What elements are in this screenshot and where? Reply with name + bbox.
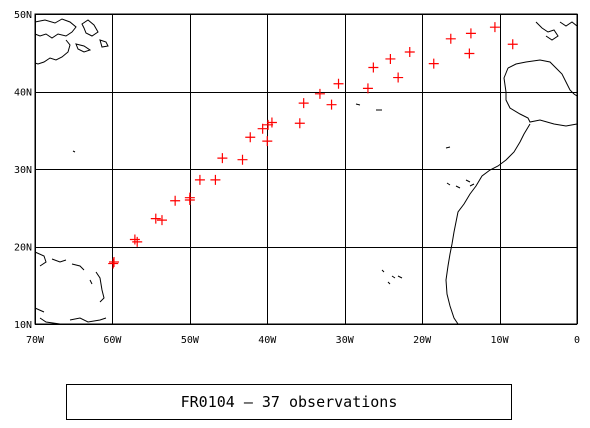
lon-tick-label: 60W [103,335,122,346]
coastline [34,18,578,325]
observation-marker [368,62,379,73]
lon-tick-label: 10W [491,335,510,346]
observation-marker [108,257,119,267]
observation-marker [489,22,500,33]
observation-marker [298,98,309,109]
observation-markers [108,22,518,269]
observation-marker [108,258,119,269]
observation-marker [132,236,143,247]
observation-marker [464,48,475,59]
observation-marker [314,88,325,99]
observation-marker [262,136,273,147]
observation-marker [129,234,140,245]
lon-tick-label: 40W [258,335,277,346]
observation-marker [385,53,396,64]
observation-marker [237,154,248,165]
observation-marker [404,46,415,57]
observation-marker [333,78,344,89]
observation-marker [156,215,167,226]
observation-marker [428,58,439,69]
observation-marker [210,174,221,185]
lat-tick-label: 30N [14,165,32,176]
caption-text: FR0104 – 37 observations [180,393,398,411]
observation-marker [465,28,476,39]
observation-marker [445,33,456,44]
caption-box: FR0104 – 37 observations [66,384,512,420]
lon-tick-label: 30W [336,335,355,346]
graticule [35,14,578,325]
observation-marker [217,153,228,164]
lat-tick-label: 40N [14,88,32,99]
observation-marker [257,123,268,134]
observation-marker [393,72,404,83]
observation-marker [194,174,205,185]
coastline-atlantic-islands [355,103,475,285]
observation-marker [294,118,305,129]
lon-tick-label: 50W [181,335,200,346]
observation-marker [245,132,256,143]
lat-tick-label: 10N [14,320,32,331]
observation-marker [326,99,337,110]
coastline-caribbean [34,251,107,325]
observation-marker [266,117,277,128]
coastline-canada [34,18,109,65]
observation-marker [170,195,181,206]
lon-tick-label: 20W [413,335,432,346]
coastline-bermuda [72,150,76,153]
lon-tick-label: 0 [574,335,580,346]
observation-marker [507,39,518,50]
observation-marker [150,213,161,224]
lon-tick-label: 70W [26,335,45,346]
lat-tick-label: 50N [14,10,32,21]
observation-marker [184,192,195,203]
coastline-europe-africa [445,21,578,325]
observation-marker [362,83,373,94]
tick-labels: 70W 60W 50W 40W 30W 20W 10W 0 10N 20N 30N 40N 50N [14,10,580,346]
lat-tick-label: 20N [14,243,32,254]
